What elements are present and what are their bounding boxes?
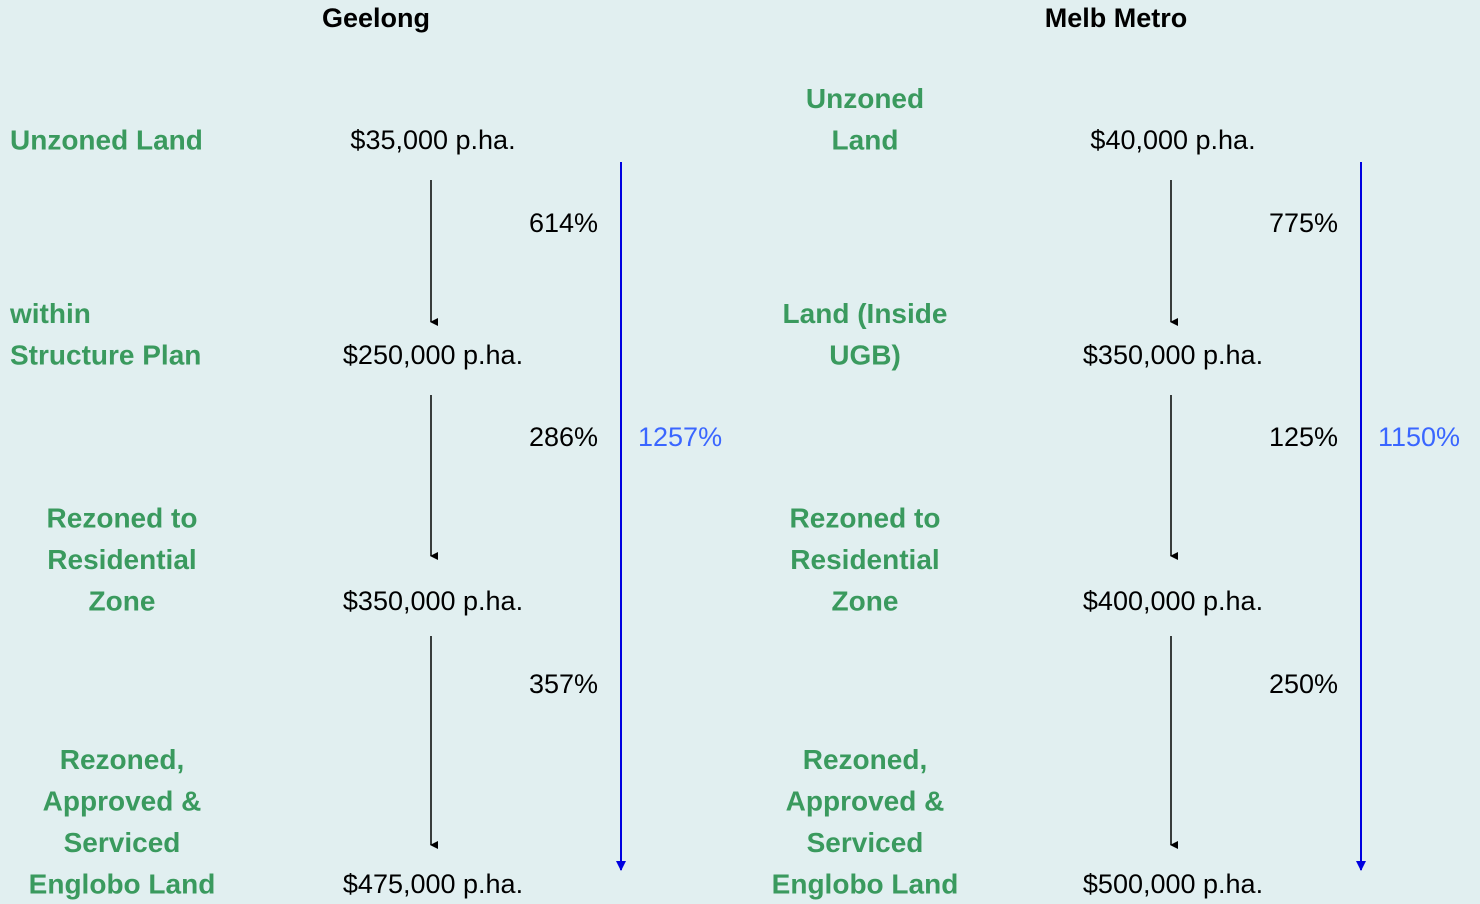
stage-label: Unzoned Land xyxy=(10,124,203,155)
price: $35,000 p.ha. xyxy=(350,125,515,155)
stage-label: Englobo Land xyxy=(772,868,959,899)
stage-label: Rezoned, xyxy=(60,744,184,775)
stage-label: Zone xyxy=(832,585,899,616)
stage-label: Unzoned xyxy=(806,83,924,114)
total-percent: 1257% xyxy=(638,422,722,452)
price: $250,000 p.ha. xyxy=(343,340,523,370)
stage-label: Land (Inside xyxy=(783,298,948,329)
stage-label: Englobo Land xyxy=(29,868,216,899)
step-percent: 125% xyxy=(1269,422,1338,452)
stage-label: Zone xyxy=(89,585,156,616)
step-percent: 250% xyxy=(1269,669,1338,699)
step-percent: 614% xyxy=(529,208,598,238)
stage-label: UGB) xyxy=(829,339,901,370)
column-title: Melb Metro xyxy=(1045,3,1188,33)
stage-label: Residential xyxy=(790,544,939,575)
stage-label: Land xyxy=(832,124,899,155)
total-percent: 1150% xyxy=(1378,422,1460,452)
price: $400,000 p.ha. xyxy=(1083,586,1263,616)
step-percent: 357% xyxy=(529,669,598,699)
column-title: Geelong xyxy=(322,3,430,33)
price: $475,000 p.ha. xyxy=(343,869,523,899)
price: $500,000 p.ha. xyxy=(1083,869,1263,899)
stage-label: Rezoned to xyxy=(47,502,198,533)
stage-label: Serviced xyxy=(807,827,924,858)
step-percent: 775% xyxy=(1269,208,1338,238)
price: $40,000 p.ha. xyxy=(1090,125,1255,155)
stage-label: Rezoned, xyxy=(803,744,927,775)
price: $350,000 p.ha. xyxy=(1083,340,1263,370)
stage-label: Serviced xyxy=(64,827,181,858)
stage-label: within xyxy=(9,298,91,329)
price: $350,000 p.ha. xyxy=(343,586,523,616)
stage-label: Structure Plan xyxy=(10,339,201,370)
stage-label: Residential xyxy=(47,544,196,575)
step-percent: 286% xyxy=(529,422,598,452)
stage-label: Approved & xyxy=(786,785,945,816)
stage-label: Approved & xyxy=(43,785,202,816)
stage-label: Rezoned to xyxy=(790,502,941,533)
